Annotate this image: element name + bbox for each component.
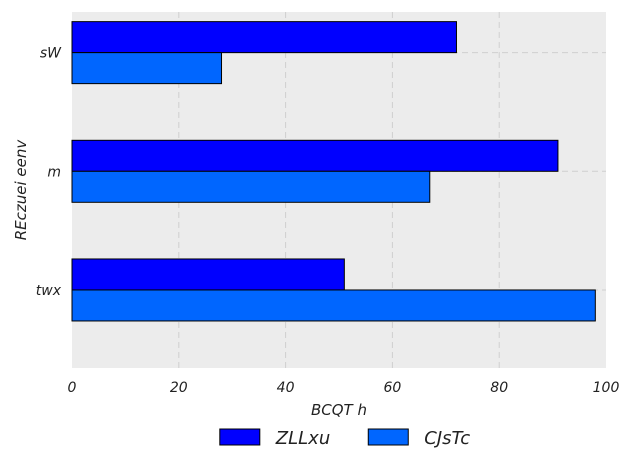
y-tick-label: twx [36, 283, 62, 299]
x-tick-label: 100 [593, 380, 620, 396]
bar-ZLLxu-sW [71, 21, 457, 54]
bar-ZLLxu-twx [71, 258, 345, 291]
legend-swatch-CJsTc [367, 428, 409, 446]
y-tick-labels: sW m twx [36, 46, 62, 299]
y-tick-label: sW [40, 46, 62, 62]
bar-CJsTc-m [71, 170, 431, 203]
y-axis-label: REczuei eenv [12, 139, 30, 241]
x-axis-label: BCQT h [311, 401, 367, 419]
x-tick-label: 0 [68, 380, 77, 396]
legend: ZLLxu CJsTc [219, 428, 470, 449]
x-tick-labels: 0 20 40 60 80 100 [68, 380, 620, 396]
bar-CJsTc-twx [71, 289, 596, 322]
x-tick-label: 20 [170, 380, 188, 396]
legend-label: CJsTc [424, 428, 470, 449]
x-tick-label: 60 [383, 380, 401, 396]
x-tick-label: 80 [490, 380, 508, 396]
legend-swatch-ZLLxu [219, 428, 261, 446]
y-tick-label: m [47, 164, 61, 180]
bar-CJsTc-sW [71, 52, 223, 85]
x-tick-label: 40 [277, 380, 295, 396]
legend-label: ZLLxu [275, 428, 330, 449]
bars [71, 21, 596, 322]
bar-ZLLxu-m [71, 139, 559, 172]
